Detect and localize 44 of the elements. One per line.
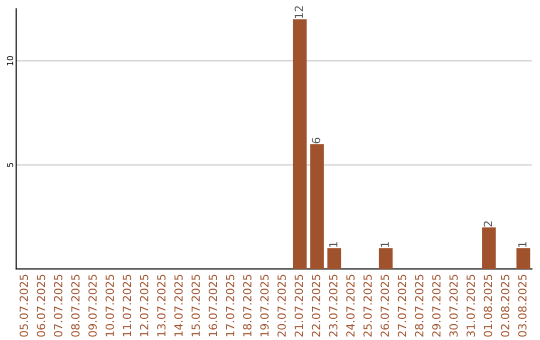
x-tick-label: 18.07.2025 <box>243 274 252 336</box>
x-tick-label: 21.07.2025 <box>294 274 304 337</box>
x-tick-label: 23.07.2025 <box>329 274 338 337</box>
x-tick-label: 09.07.2025 <box>88 274 97 337</box>
x-tick-label: 05.07.2025 <box>20 274 28 337</box>
x-tick-label: 28.07.2025 <box>414 274 424 337</box>
data-label: 1 <box>518 242 526 247</box>
x-tick-label: 10.07.2025 <box>106 274 114 336</box>
bar <box>482 227 496 269</box>
bar <box>292 19 307 269</box>
data-label: 1 <box>329 242 338 247</box>
x-tick-label: 06.07.2025 <box>36 274 46 337</box>
x-tick-label: 31.07.2025 <box>466 274 475 337</box>
bar <box>378 248 393 269</box>
y-tick-label: 10 <box>6 56 14 66</box>
x-tick-label: 26.07.2025 <box>380 274 390 337</box>
bar <box>327 248 342 269</box>
x-tick-label: 14.07.2025 <box>174 274 183 336</box>
x-tick-label: 27.07.2025 <box>398 274 406 337</box>
x-tick-label: 29.07.2025 <box>432 274 441 337</box>
x-tick-label: 15.07.2025 <box>192 274 200 336</box>
x-tick-label: 17.07.2025 <box>226 274 234 336</box>
x-tick-label: 24.07.2025 <box>346 274 355 337</box>
x-tick-label: 25.07.2025 <box>363 274 372 337</box>
x-tick-label: 12.07.2025 <box>140 274 148 336</box>
data-label: 12 <box>294 6 303 18</box>
x-tick-label: 11.07.2025 <box>122 274 132 336</box>
y-tick-label: 5 <box>7 162 14 167</box>
x-tick-label: 03.08.2025 <box>518 274 527 337</box>
bar <box>516 248 530 269</box>
x-tick-label: 01.08.2025 <box>484 274 492 337</box>
x-tick-label: 07.07.2025 <box>54 274 62 337</box>
data-label: 6 <box>312 138 320 144</box>
x-tick-label: 22.07.2025 <box>312 274 320 337</box>
data-label: 2 <box>484 221 492 227</box>
x-tick-label: 20.07.2025 <box>277 274 286 337</box>
x-tick-label: 08.07.2025 <box>71 274 80 337</box>
data-label: 1 <box>380 242 389 247</box>
bar <box>310 144 324 269</box>
x-tick-label: 30.07.2025 <box>449 274 458 337</box>
x-tick-label: 16.07.2025 <box>208 274 218 336</box>
x-tick-label: 19.07.2025 <box>260 274 269 336</box>
x-tick-label: 13.07.2025 <box>157 274 166 336</box>
x-tick-label: 02.08.2025 <box>500 274 510 337</box>
